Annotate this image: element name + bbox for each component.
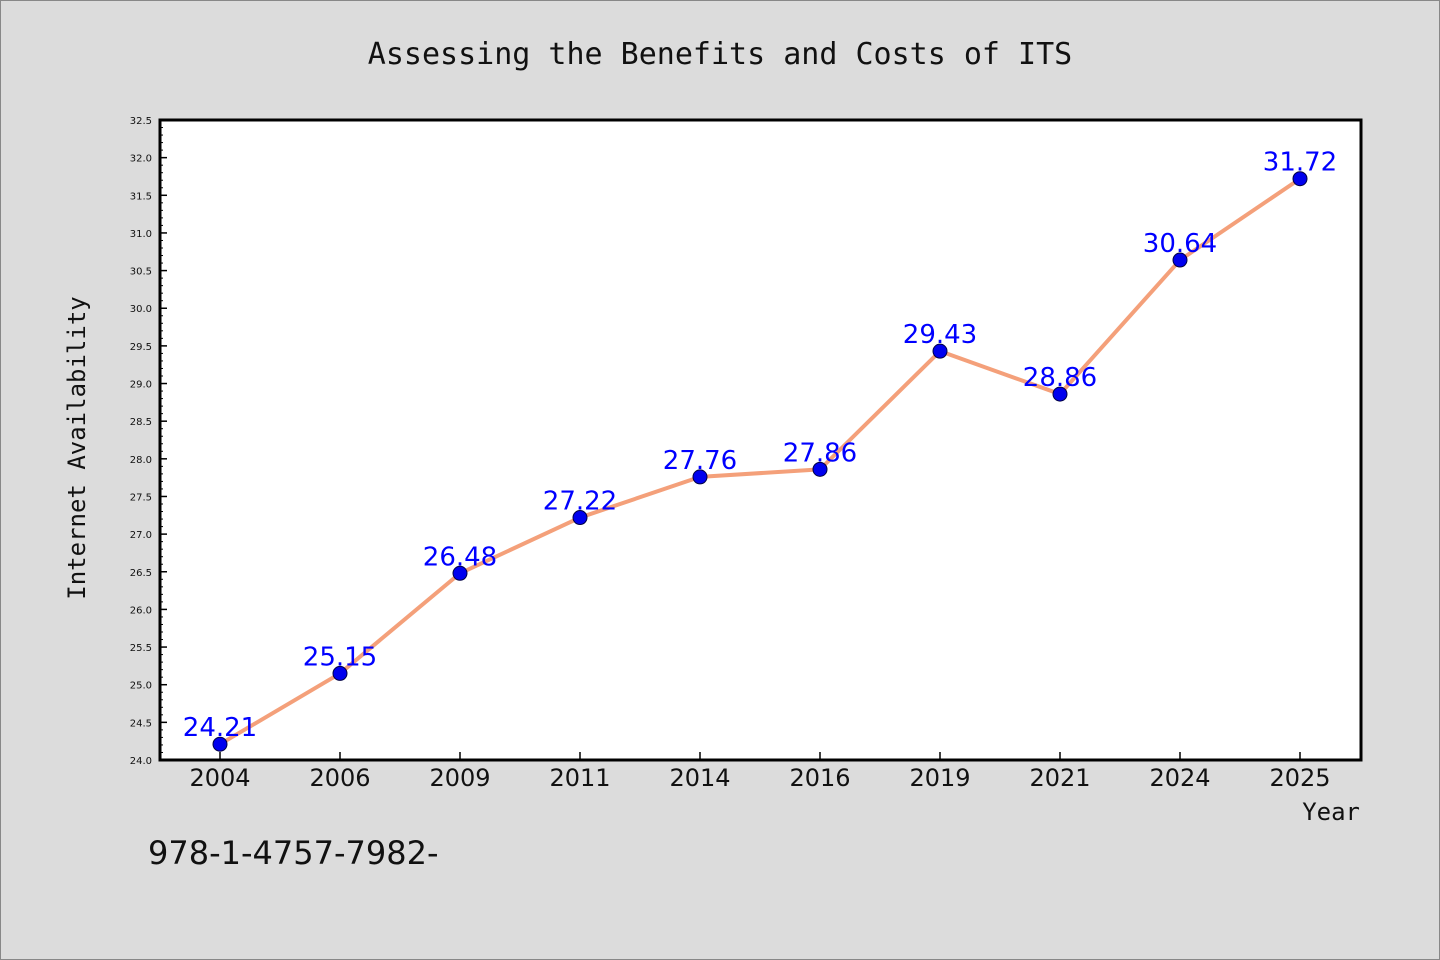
data-point	[212, 736, 228, 752]
x-tick-label: 2016	[789, 764, 850, 792]
data-label: 24.21	[183, 713, 257, 743]
data-point	[452, 565, 468, 581]
x-tick-label: 2019	[909, 764, 970, 792]
y-axis-label: Internet Availability	[63, 296, 91, 599]
data-labels-group: 24.21 25.15 26.48 27.22 27.76 27.86 29.43 28.86…	[183, 148, 1337, 743]
x-tick-label: 2025	[1269, 764, 1330, 792]
data-label: 27.76	[663, 446, 737, 476]
y-tick-label: 30.0	[130, 304, 152, 315]
data-label: 29.43	[903, 320, 977, 350]
y-tick-label: 25.5	[130, 643, 152, 654]
chart-title: Assessing the Benefits and Costs of ITS	[368, 37, 1072, 72]
y-tick-label: 31.5	[130, 191, 152, 202]
x-tick-label: 2006	[309, 764, 370, 792]
y-tick-label: 24.5	[130, 718, 152, 729]
y-tick-label: 28.5	[130, 417, 152, 428]
footnote: 978-1-4757-7982-	[148, 834, 439, 872]
x-tick-label: 2014	[669, 764, 730, 792]
data-label: 27.22	[543, 487, 617, 517]
x-axis-label: Year	[1302, 798, 1360, 826]
x-axis: 2004 2006 2009 2011 2014 2016 2019 2021 2024 2025	[189, 752, 1331, 792]
y-tick-label: 27.5	[130, 492, 152, 503]
data-point	[1172, 252, 1188, 268]
y-tick-label: 32.5	[130, 116, 152, 127]
markers-group	[212, 171, 1308, 752]
y-tick-label: 28.0	[130, 455, 152, 466]
x-tick-label: 2021	[1029, 764, 1090, 792]
data-point	[572, 510, 588, 526]
y-axis: 24.0 24.5 25.0 25.5 26.0 26.5 27.0 27.5 28.0 28.5…	[130, 116, 167, 767]
y-tick-label: 26.0	[130, 605, 152, 616]
x-tick-label: 2024	[1149, 764, 1210, 792]
data-point	[1052, 386, 1068, 402]
y-tick-label: 25.0	[130, 681, 152, 692]
data-label: 30.64	[1143, 229, 1217, 259]
series-line-group	[218, 176, 1302, 747]
data-point	[692, 469, 708, 485]
y-tick-label: 27.0	[130, 530, 152, 541]
y-tick-label: 30.5	[130, 267, 152, 278]
plot-area	[158, 118, 1363, 762]
data-label: 26.48	[423, 542, 497, 572]
data-point	[932, 343, 948, 359]
y-tick-label: 24.0	[130, 756, 152, 767]
y-tick-label: 26.5	[130, 568, 152, 579]
x-tick-label: 2011	[549, 764, 610, 792]
y-tick-label: 32.0	[130, 154, 152, 165]
x-tick-label: 2004	[189, 764, 250, 792]
data-point	[332, 665, 348, 681]
data-label: 31.72	[1263, 148, 1337, 178]
data-label: 25.15	[303, 642, 377, 672]
x-tick-label: 2009	[429, 764, 490, 792]
data-point	[812, 461, 828, 477]
data-point	[1292, 171, 1308, 187]
series-line	[218, 176, 1302, 747]
y-tick-label: 31.0	[130, 229, 152, 240]
y-tick-label: 29.0	[130, 380, 152, 391]
data-label: 27.86	[783, 438, 857, 468]
y-tick-label: 29.5	[130, 342, 152, 353]
data-label: 28.86	[1023, 363, 1097, 393]
